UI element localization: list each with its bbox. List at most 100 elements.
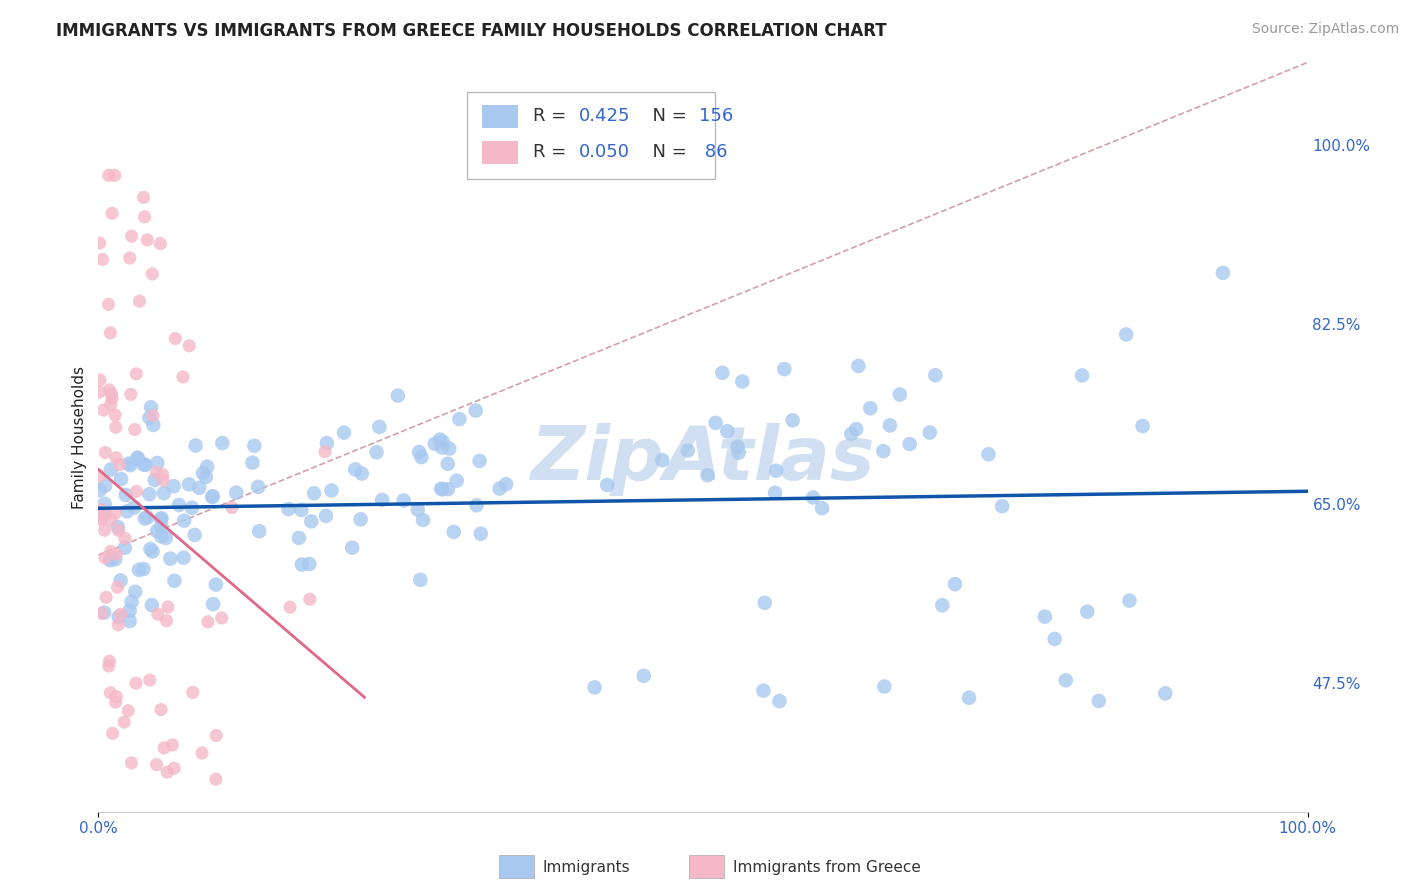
Point [898, 437, 921, 451]
Point [1071, 368, 1094, 383]
Point [132, 562, 155, 576]
Point [177, 477, 200, 491]
Point [98, 383, 121, 397]
Point [468, 454, 491, 468]
Point [879, 418, 901, 433]
Point [801, 491, 824, 505]
Point [93, 523, 115, 537]
Point [120, 458, 142, 473]
Point [429, 433, 451, 447]
FancyBboxPatch shape [482, 105, 517, 128]
Point [146, 524, 169, 538]
Text: R =: R = [533, 107, 571, 126]
Point [91, 252, 114, 267]
Point [371, 492, 394, 507]
Point [104, 552, 127, 566]
Point [977, 447, 1000, 461]
Point [943, 577, 966, 591]
Text: Immigrants from Greece: Immigrants from Greece [733, 860, 921, 874]
Point [156, 765, 179, 780]
Point [141, 267, 163, 281]
Point [696, 468, 718, 483]
Point [100, 553, 122, 567]
Point [302, 486, 325, 500]
Point [449, 412, 471, 426]
Point [97, 169, 120, 183]
Point [89, 511, 111, 525]
Point [368, 420, 391, 434]
Point [1087, 694, 1109, 708]
Point [731, 375, 754, 389]
Point [754, 596, 776, 610]
Y-axis label: Family Households: Family Households [72, 366, 87, 508]
Point [430, 482, 453, 496]
Point [100, 686, 122, 700]
Point [1132, 419, 1154, 434]
Point [159, 551, 181, 566]
Point [752, 683, 775, 698]
Point [134, 511, 156, 525]
Point [432, 434, 454, 449]
Point [423, 437, 446, 451]
Point [93, 606, 115, 620]
Point [288, 531, 311, 545]
Point [97, 659, 120, 673]
Point [143, 473, 166, 487]
Point [439, 442, 461, 456]
Point [165, 332, 187, 346]
Point [859, 401, 882, 416]
Point [107, 610, 129, 624]
Point [94, 591, 117, 605]
Point [181, 685, 204, 699]
Point [98, 654, 121, 668]
Point [768, 694, 790, 708]
Point [125, 367, 148, 381]
Point [101, 726, 124, 740]
Point [127, 451, 149, 466]
Point [242, 456, 264, 470]
Point [132, 190, 155, 204]
Point [583, 681, 606, 695]
Point [89, 502, 111, 516]
Point [101, 392, 124, 406]
Point [716, 424, 738, 438]
Point [155, 614, 177, 628]
Point [145, 757, 167, 772]
Point [172, 370, 194, 384]
Point [333, 425, 356, 440]
Point [150, 530, 173, 544]
Point [179, 339, 201, 353]
Point [1115, 327, 1137, 342]
Point [1076, 605, 1098, 619]
Point [957, 690, 980, 705]
Point [136, 233, 159, 247]
Point [291, 558, 314, 572]
Point [132, 458, 155, 472]
Point [153, 486, 176, 500]
Point [201, 489, 224, 503]
Point [117, 704, 139, 718]
Point [128, 563, 150, 577]
Point [142, 417, 165, 432]
Point [931, 599, 953, 613]
Point [202, 597, 225, 611]
Text: Immigrants: Immigrants [543, 860, 630, 874]
Point [125, 484, 148, 499]
Point [495, 477, 517, 491]
Point [162, 479, 184, 493]
Point [110, 607, 132, 622]
Point [163, 761, 186, 775]
Point [412, 513, 434, 527]
Point [596, 478, 619, 492]
Point [155, 531, 177, 545]
Point [150, 519, 173, 533]
Point [298, 592, 321, 607]
Point [873, 680, 896, 694]
Point [392, 493, 415, 508]
Point [1054, 673, 1077, 688]
Point [149, 236, 172, 251]
Point [118, 614, 141, 628]
Point [152, 467, 174, 482]
Point [1118, 593, 1140, 607]
FancyBboxPatch shape [482, 141, 517, 163]
